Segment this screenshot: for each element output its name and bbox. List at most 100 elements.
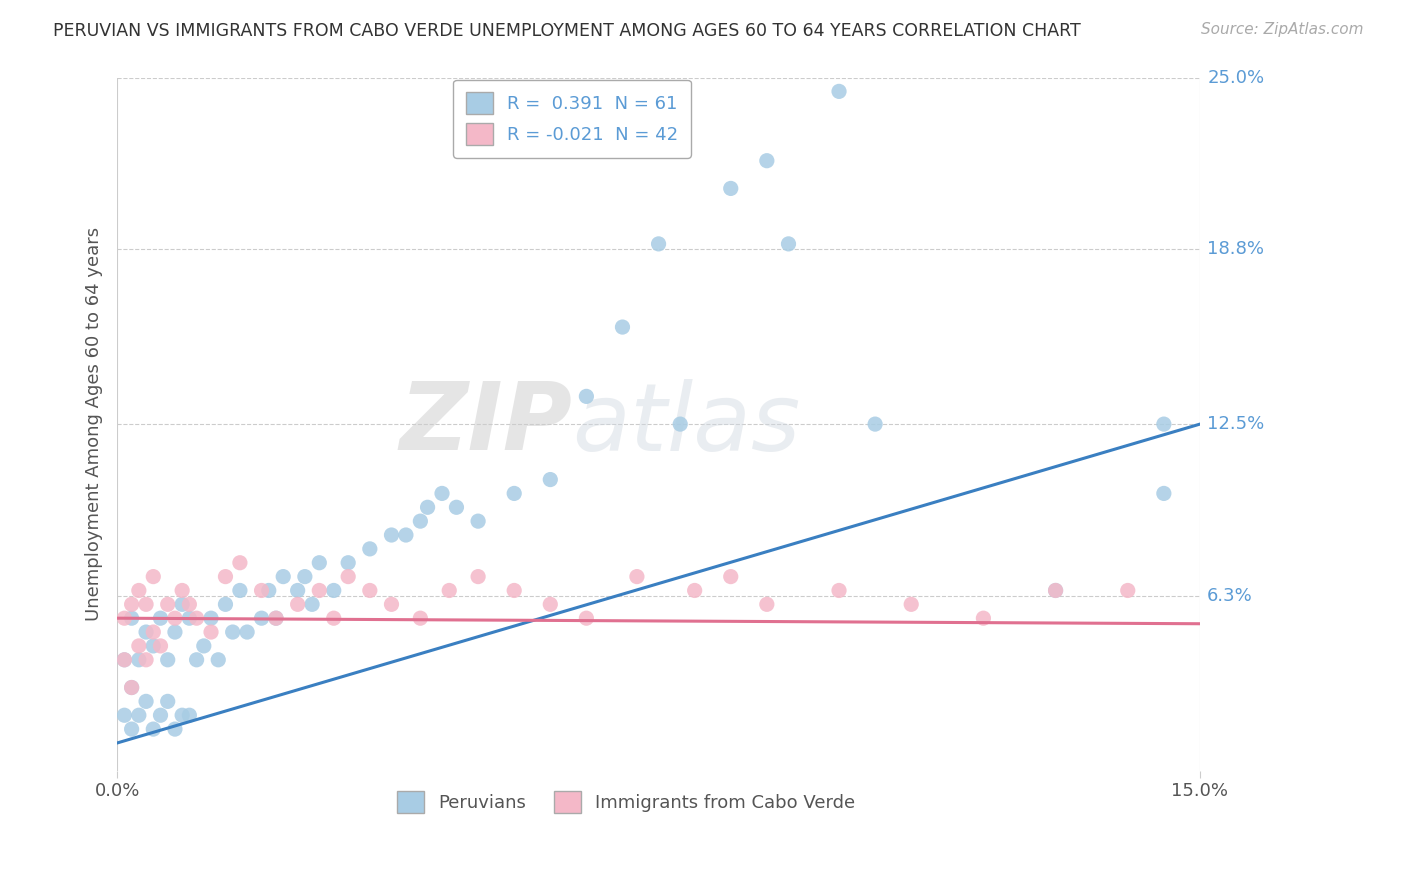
Point	[112, 653, 135, 667]
Point	[446, 500, 468, 515]
Text: atlas: atlas	[572, 378, 800, 469]
Legend: Peruvians, Immigrants from Cabo Verde: Peruvians, Immigrants from Cabo Verde	[387, 780, 866, 824]
Point	[828, 84, 851, 98]
Point	[156, 694, 179, 708]
Point	[172, 708, 194, 723]
Point	[172, 583, 194, 598]
Point	[236, 625, 259, 640]
Point	[1153, 417, 1175, 431]
Point	[647, 236, 669, 251]
Point	[612, 320, 634, 334]
Point	[755, 153, 778, 168]
Point	[308, 583, 330, 598]
Point	[214, 569, 236, 583]
Point	[135, 653, 157, 667]
Point	[264, 611, 287, 625]
Text: 6.3%: 6.3%	[1208, 587, 1253, 605]
Point	[149, 611, 172, 625]
Point	[439, 583, 461, 598]
Point	[135, 694, 157, 708]
Point	[308, 556, 330, 570]
Point	[128, 639, 150, 653]
Point	[755, 598, 778, 612]
Point	[128, 653, 150, 667]
Point	[257, 583, 280, 598]
Point	[264, 611, 287, 625]
Point	[287, 598, 309, 612]
Point	[380, 528, 402, 542]
Point	[467, 514, 489, 528]
Point	[121, 681, 143, 695]
Point	[112, 653, 135, 667]
Point	[467, 569, 489, 583]
Point	[287, 583, 309, 598]
Point	[156, 598, 179, 612]
Point	[142, 625, 165, 640]
Point	[1153, 486, 1175, 500]
Point	[1045, 583, 1067, 598]
Point	[359, 541, 381, 556]
Point	[337, 569, 360, 583]
Point	[135, 598, 157, 612]
Point	[900, 598, 922, 612]
Point	[128, 583, 150, 598]
Point	[575, 389, 598, 403]
Point	[778, 236, 800, 251]
Point	[720, 181, 742, 195]
Point	[229, 556, 252, 570]
Point	[359, 583, 381, 598]
Point	[720, 569, 742, 583]
Point	[121, 681, 143, 695]
Point	[1116, 583, 1139, 598]
Text: 12.5%: 12.5%	[1208, 415, 1264, 434]
Point	[337, 556, 360, 570]
Point	[409, 514, 432, 528]
Y-axis label: Unemployment Among Ages 60 to 64 years: Unemployment Among Ages 60 to 64 years	[86, 227, 103, 621]
Point	[163, 722, 186, 736]
Point	[112, 708, 135, 723]
Point	[121, 598, 143, 612]
Point	[112, 611, 135, 625]
Point	[395, 528, 418, 542]
Point	[294, 569, 316, 583]
Point	[1045, 583, 1067, 598]
Point	[271, 569, 294, 583]
Point	[538, 598, 561, 612]
Point	[301, 598, 323, 612]
Point	[135, 625, 157, 640]
Point	[229, 583, 252, 598]
Point	[156, 653, 179, 667]
Point	[221, 625, 243, 640]
Point	[322, 611, 344, 625]
Point	[207, 653, 229, 667]
Point	[186, 653, 208, 667]
Point	[430, 486, 453, 500]
Point	[669, 417, 692, 431]
Point	[828, 583, 851, 598]
Point	[250, 583, 273, 598]
Point	[172, 598, 194, 612]
Point	[380, 598, 402, 612]
Point	[179, 708, 201, 723]
Point	[128, 708, 150, 723]
Point	[163, 625, 186, 640]
Point	[193, 639, 215, 653]
Text: PERUVIAN VS IMMIGRANTS FROM CABO VERDE UNEMPLOYMENT AMONG AGES 60 TO 64 YEARS CO: PERUVIAN VS IMMIGRANTS FROM CABO VERDE U…	[53, 22, 1081, 40]
Point	[121, 611, 143, 625]
Point	[503, 583, 526, 598]
Text: 25.0%: 25.0%	[1208, 69, 1264, 87]
Point	[250, 611, 273, 625]
Point	[179, 611, 201, 625]
Point	[142, 639, 165, 653]
Point	[409, 611, 432, 625]
Point	[142, 569, 165, 583]
Text: ZIP: ZIP	[399, 378, 572, 470]
Point	[416, 500, 439, 515]
Point	[142, 722, 165, 736]
Point	[186, 611, 208, 625]
Point	[179, 598, 201, 612]
Point	[538, 473, 561, 487]
Point	[163, 611, 186, 625]
Point	[503, 486, 526, 500]
Point	[214, 598, 236, 612]
